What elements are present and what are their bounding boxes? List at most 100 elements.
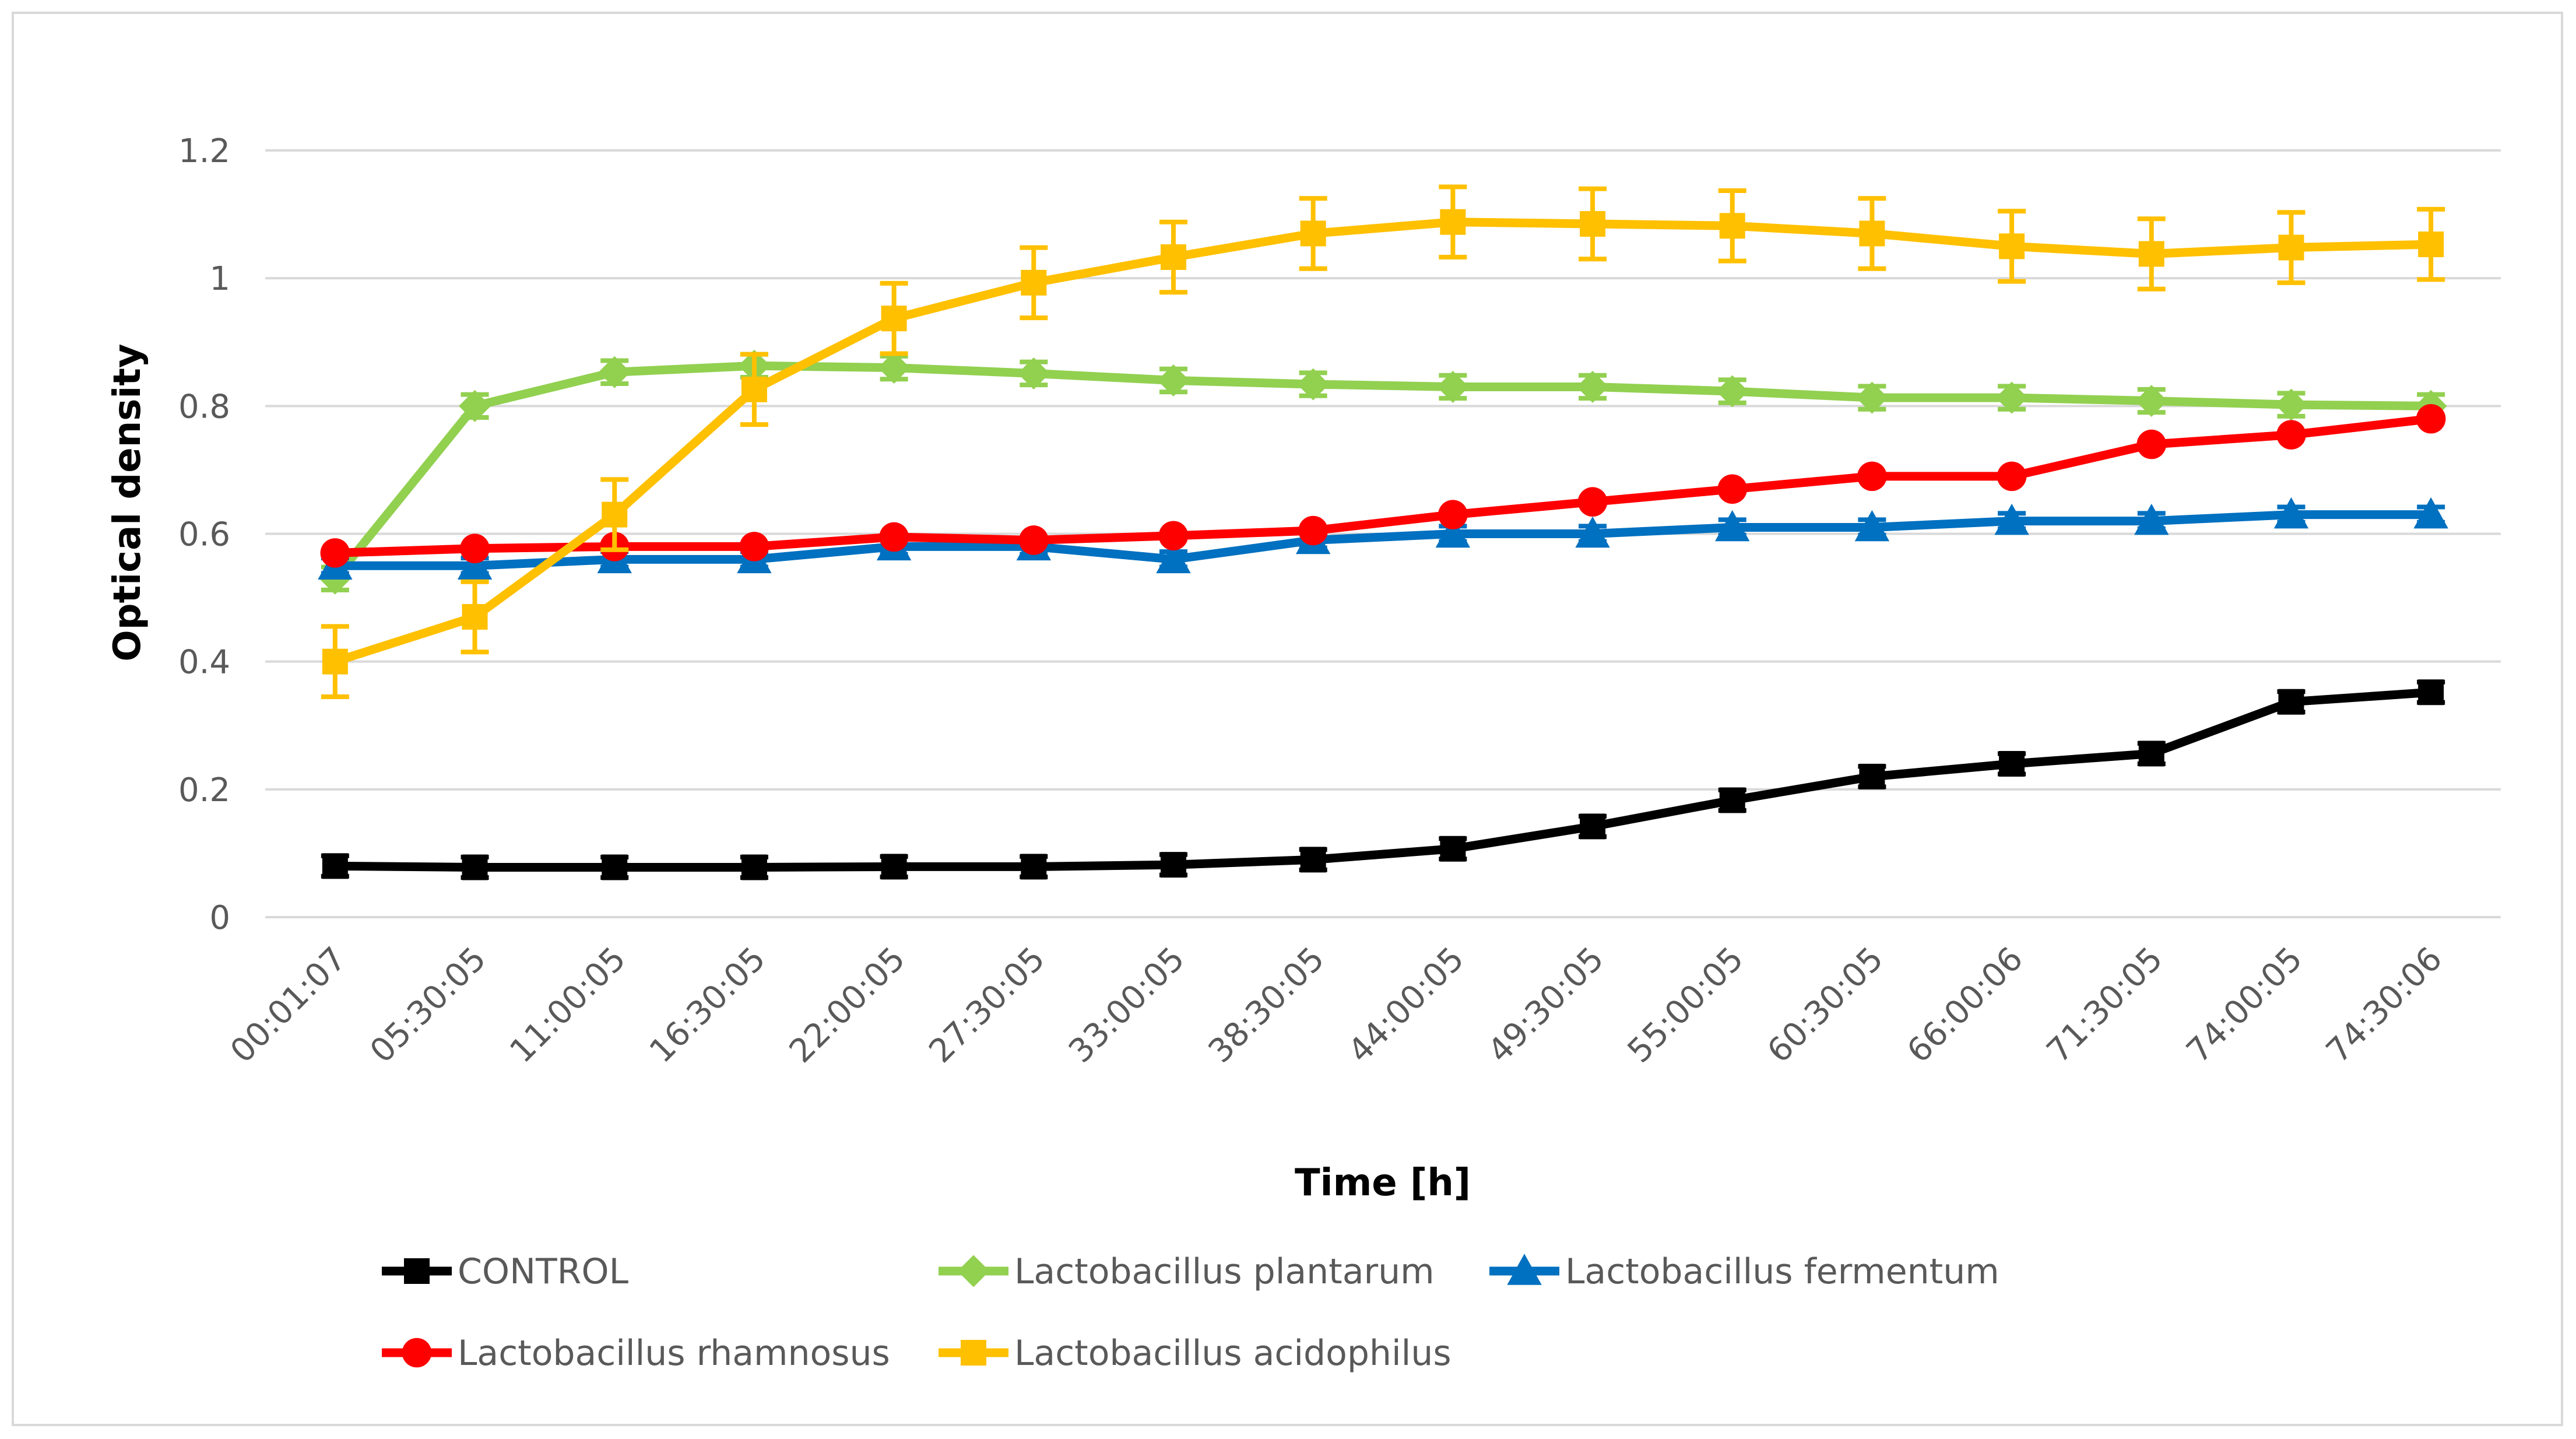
series-line bbox=[331, 510, 2436, 570]
legend-swatch-marker bbox=[402, 1338, 432, 1368]
series-control bbox=[321, 679, 2445, 880]
series-line bbox=[331, 414, 2436, 557]
data-point bbox=[1999, 233, 2025, 259]
y-tick-label: 0.8 bbox=[178, 388, 230, 426]
data-point bbox=[2418, 679, 2444, 706]
data-point bbox=[459, 389, 491, 422]
y-tick-label: 0.2 bbox=[178, 771, 230, 809]
series-lactobacillus-plantarum bbox=[319, 349, 2447, 595]
data-point bbox=[739, 532, 769, 561]
x-tick-label: 44:00:05 bbox=[1341, 940, 1471, 1071]
series-lactobacillus-fermentum bbox=[318, 497, 2448, 580]
series-line bbox=[331, 687, 2436, 872]
x-tick-label: 16:30:05 bbox=[642, 940, 773, 1071]
data-point bbox=[1719, 213, 1745, 239]
legend-item: Lactobacillus rhamnosus bbox=[382, 1333, 890, 1374]
y-tick-label: 0.6 bbox=[178, 516, 230, 554]
data-point bbox=[1160, 244, 1186, 271]
x-tick-label: 38:30:05 bbox=[1201, 940, 1332, 1071]
data-point bbox=[1580, 211, 1606, 237]
data-point bbox=[1156, 542, 1191, 574]
data-point bbox=[598, 356, 631, 388]
data-point bbox=[1300, 220, 1326, 247]
y-axis-ticks: 0 0.2 0.4 0.6 0.8 1 1.2 bbox=[178, 132, 230, 937]
data-point bbox=[881, 854, 907, 880]
legend-swatch-marker bbox=[957, 1255, 990, 1287]
data-point bbox=[602, 854, 628, 880]
data-point bbox=[1719, 787, 1745, 813]
data-point bbox=[1857, 461, 1887, 492]
legend-item: Lactobacillus acidophilus bbox=[939, 1333, 1452, 1374]
data-series bbox=[318, 184, 2448, 880]
data-point bbox=[2276, 420, 2306, 450]
data-point bbox=[1157, 364, 1190, 396]
y-tick-label: 0.4 bbox=[178, 644, 230, 682]
x-tick-label: 55:00:05 bbox=[1621, 940, 1751, 1071]
y-tick-label: 0 bbox=[209, 899, 230, 937]
data-point bbox=[741, 376, 767, 402]
x-tick-label: 74:00:05 bbox=[2180, 940, 2310, 1071]
data-point bbox=[1438, 500, 1468, 529]
x-tick-label: 49:30:05 bbox=[1481, 940, 1611, 1071]
legend-label: Lactobacillus plantarum bbox=[1014, 1251, 1435, 1292]
data-point bbox=[879, 522, 909, 552]
data-point bbox=[2134, 503, 2169, 535]
y-tick-label: 1 bbox=[209, 260, 230, 298]
data-point bbox=[2413, 497, 2448, 529]
data-point bbox=[602, 501, 628, 528]
gridlines bbox=[265, 149, 2501, 791]
x-axis-ticks: 00:01:07 05:30:05 11:00:05 16:30:05 22:00:05… bbox=[223, 940, 2450, 1071]
legend-label: Lactobacillus fermentum bbox=[1565, 1251, 1999, 1292]
series-line bbox=[331, 361, 2436, 583]
data-point bbox=[1994, 503, 2029, 535]
data-point bbox=[1999, 751, 2025, 777]
data-point bbox=[1716, 375, 1749, 408]
data-point bbox=[2138, 241, 2164, 267]
data-point bbox=[2135, 385, 2168, 417]
data-point bbox=[1300, 847, 1326, 873]
data-point bbox=[2273, 497, 2309, 529]
data-point bbox=[2138, 740, 2164, 767]
data-point bbox=[1854, 510, 1890, 542]
data-point bbox=[1575, 516, 1610, 548]
legend-swatch-marker bbox=[404, 1258, 430, 1284]
x-tick-label: 22:00:05 bbox=[782, 940, 913, 1071]
legend-item: Lactobacillus fermentum bbox=[1489, 1251, 1999, 1292]
chart-frame bbox=[12, 12, 2563, 1426]
legend: CONTROL Lactobacillus plantarum Lactobacil… bbox=[382, 1251, 1999, 1374]
y-tick-label: 1.2 bbox=[178, 132, 230, 170]
data-point bbox=[1018, 525, 1049, 555]
data-point bbox=[741, 854, 767, 880]
legend-swatch-marker bbox=[961, 1340, 986, 1366]
data-point bbox=[322, 853, 348, 879]
data-point bbox=[460, 534, 490, 564]
legend-swatch-marker bbox=[1507, 1254, 1542, 1285]
data-point bbox=[1160, 852, 1186, 878]
data-point bbox=[1576, 370, 1609, 403]
data-point bbox=[2418, 231, 2444, 258]
data-point bbox=[1158, 521, 1189, 551]
x-tick-label: 00:01:07 bbox=[223, 940, 354, 1071]
y-axis-title: Optical density bbox=[106, 343, 149, 661]
x-tick-label: 33:00:05 bbox=[1062, 940, 1192, 1071]
data-point bbox=[1435, 516, 1471, 548]
data-point bbox=[462, 854, 488, 880]
x-tick-label: 74:30:06 bbox=[2319, 940, 2450, 1071]
data-point bbox=[1440, 836, 1466, 862]
data-point bbox=[2416, 403, 2446, 434]
data-point bbox=[1021, 269, 1047, 296]
data-point bbox=[1995, 381, 2028, 414]
data-point bbox=[1717, 474, 1748, 504]
data-point bbox=[2278, 689, 2304, 715]
legend-label: CONTROL bbox=[458, 1251, 629, 1292]
x-tick-label: 11:00:05 bbox=[502, 940, 633, 1071]
series-line bbox=[331, 217, 2436, 666]
legend-label: Lactobacillus acidophilus bbox=[1014, 1333, 1452, 1374]
legend-item: CONTROL bbox=[382, 1251, 629, 1292]
x-tick-label: 05:30:05 bbox=[363, 940, 494, 1071]
data-point bbox=[1997, 461, 2027, 492]
data-point bbox=[881, 306, 907, 332]
data-point bbox=[1580, 813, 1606, 840]
data-point bbox=[2136, 429, 2167, 459]
